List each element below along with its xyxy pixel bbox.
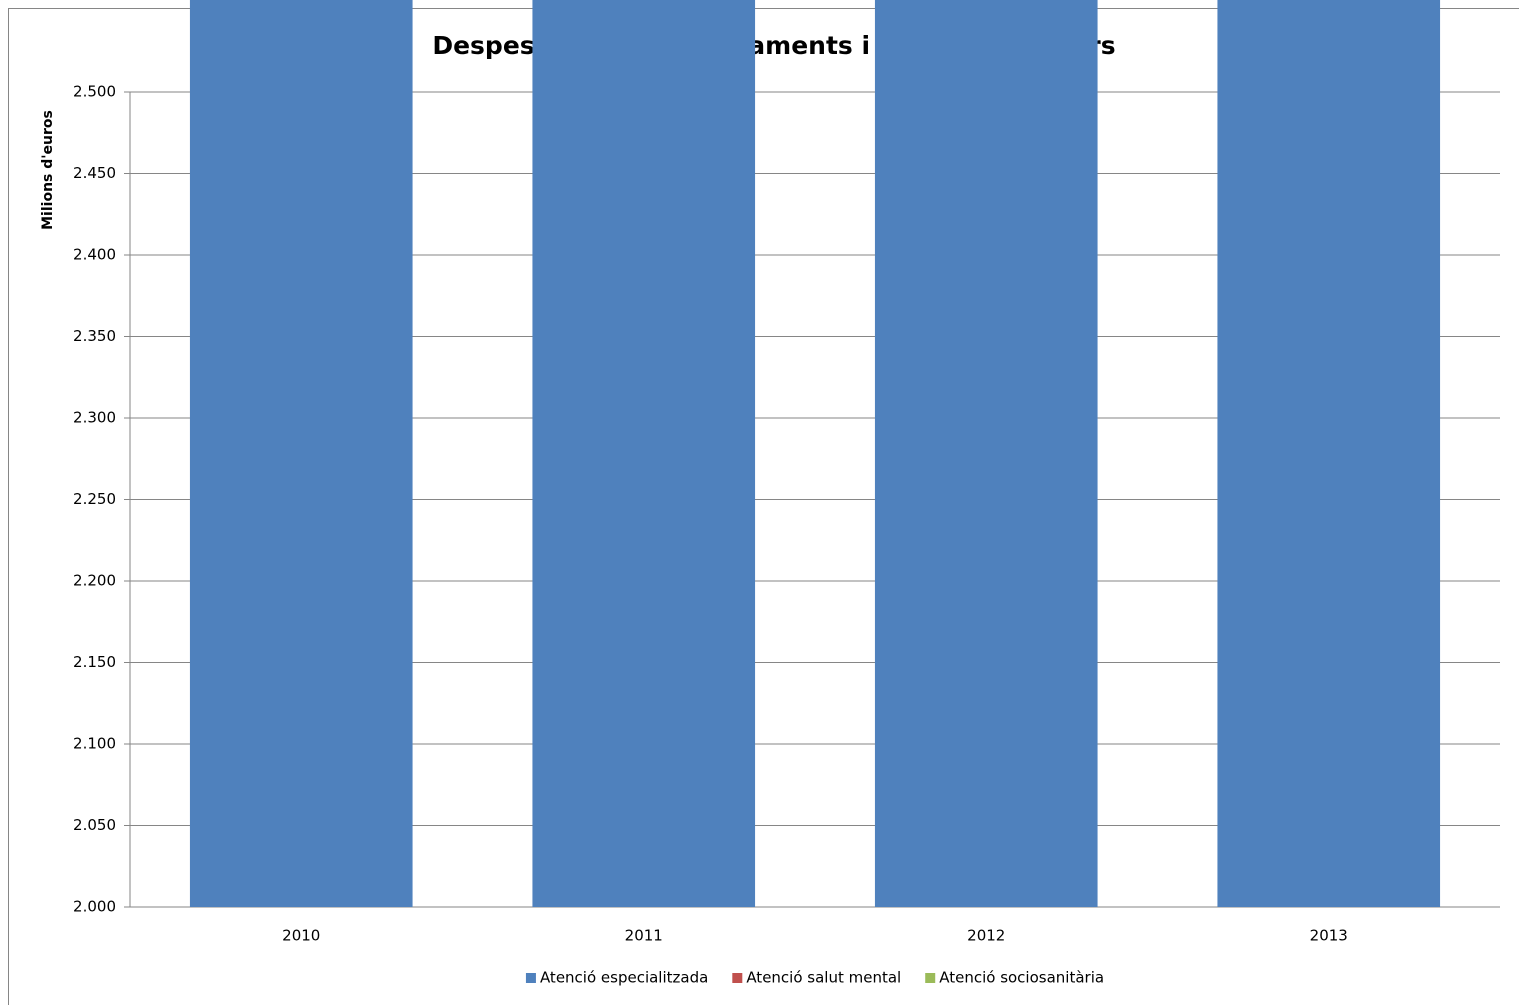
legend-swatch	[525, 973, 536, 983]
legend-label: Atenció sociosanitària	[939, 969, 1104, 987]
y-tick-label: 2.150	[73, 653, 116, 671]
bar-segment	[874, 0, 1098, 907]
x-tick-label: 2011	[625, 927, 663, 945]
x-tick-label: 2013	[1310, 927, 1348, 945]
y-tick-label: 2.300	[73, 409, 116, 427]
y-tick-label: 2.200	[73, 572, 116, 590]
y-tick-label: 2.350	[73, 327, 116, 345]
y-tick-label: 2.250	[73, 490, 116, 508]
x-tick-label: 2012	[967, 927, 1005, 945]
y-axis-label: Milions d'euros	[40, 110, 56, 230]
y-tick-label: 2.400	[73, 246, 116, 264]
bar-segment	[1217, 0, 1441, 907]
x-tick-label: 2010	[282, 927, 320, 945]
y-tick-label: 2.500	[73, 83, 116, 101]
legend-swatch	[925, 973, 936, 983]
legend-swatch	[732, 973, 743, 983]
y-tick-label: 2.000	[73, 898, 116, 916]
legend-label: Atenció especialitzada	[540, 969, 708, 987]
y-tick-label: 2.050	[73, 816, 116, 834]
bar-segment	[189, 0, 413, 907]
y-tick-label: 2.100	[73, 735, 116, 753]
bar-segment	[532, 0, 756, 907]
legend-label: Atenció salut mental	[746, 969, 901, 987]
y-tick-label: 2.450	[73, 164, 116, 182]
